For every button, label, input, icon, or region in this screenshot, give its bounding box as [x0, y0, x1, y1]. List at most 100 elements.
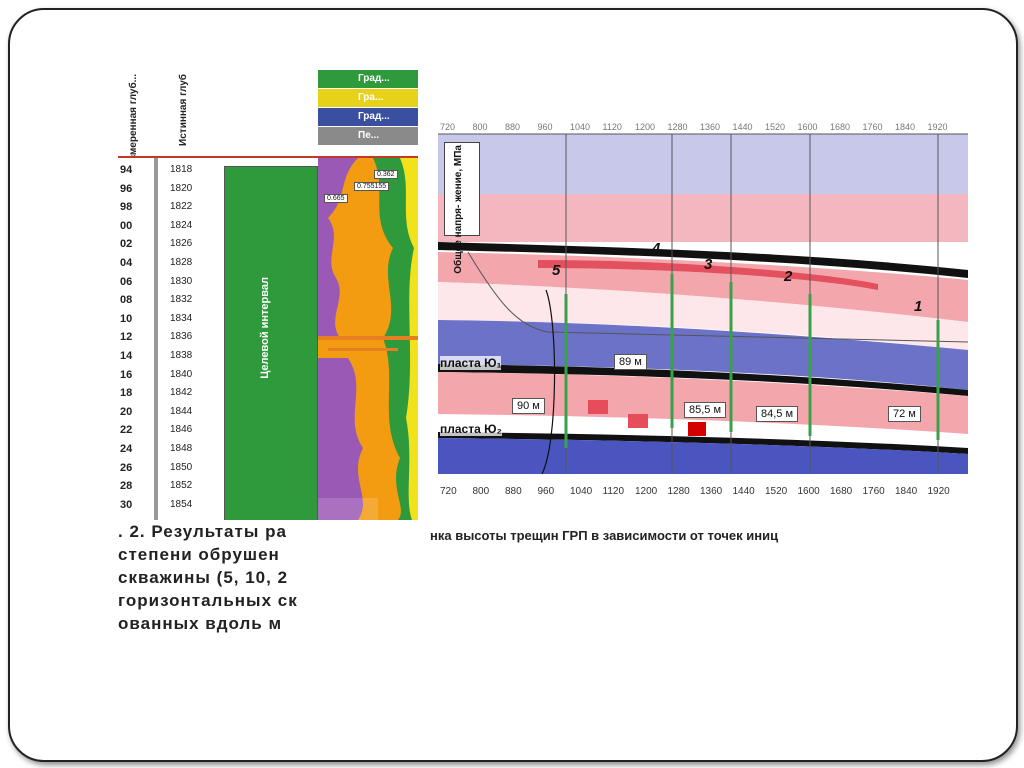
true-depth-tick: 1832	[170, 294, 193, 306]
slide-frame: ...измеренная глуб... Истинная глуб Град…	[8, 8, 1018, 762]
bottom-axis-tick: 800	[472, 486, 490, 497]
true-depth-tick: 1838	[170, 350, 193, 361]
top-axis-tick: 720	[440, 122, 456, 132]
true-depth-header-label: Истинная глуб	[178, 74, 189, 146]
top-axis-tick: 1120	[602, 122, 622, 132]
legend-bar-4: Пе...	[318, 127, 418, 145]
bottom-axis-tick: 1200	[635, 486, 658, 497]
legend-bar-3: Град...	[318, 108, 418, 126]
stress-section-graphic	[438, 133, 968, 510]
measured-depth-tick: 14	[120, 350, 133, 362]
top-axis-tick: 1520	[765, 122, 786, 132]
bottom-axis-tick: 720	[440, 486, 457, 497]
measured-depth-tick: 26	[120, 461, 133, 474]
measured-depth-tick: 12	[120, 331, 133, 344]
bottom-axis-tick: 1680	[830, 486, 853, 497]
true-depth-tick: 1826	[170, 238, 193, 250]
true-depth-tick: 1846	[170, 424, 193, 436]
bottom-axis-tick: 1440	[732, 486, 755, 497]
top-axis-tick: 1280	[667, 122, 688, 132]
true-depth-tick: 1854	[170, 498, 193, 510]
true-depth-tick: 1830	[170, 275, 193, 287]
caption-right: нка высоты трещин ГРП в зависимости от т…	[430, 528, 779, 543]
measured-depth-tick: 04	[120, 257, 133, 269]
top-axis-tick: 1360	[700, 122, 721, 132]
bottom-axis-tick: 1920	[927, 486, 950, 497]
true-depth-tick: 1828	[170, 257, 193, 268]
top-axis-tick: 1680	[830, 122, 851, 132]
target-interval-label: Целевой интервал	[259, 277, 271, 379]
true-depth-tick: 1834	[170, 312, 193, 324]
caption-left-line: ованных вдоль м	[118, 614, 283, 633]
bottom-axis-tick: 1120	[602, 486, 625, 497]
measured-depth-tick: 18	[120, 387, 133, 400]
well-log-panel: ...измеренная глуб... Истинная глуб Град…	[118, 70, 418, 520]
measured-depth-tick: 28	[120, 480, 133, 493]
true-depth-tick: 1848	[170, 443, 193, 454]
top-axis-tick: 880	[505, 122, 521, 132]
top-axis-tick: 1600	[797, 122, 818, 132]
measured-depth-tick: 00	[120, 219, 133, 232]
measured-depth-tick: 24	[120, 443, 133, 455]
legend-bar-1: Град...	[318, 70, 418, 88]
true-depth-tick: 1840	[170, 368, 193, 380]
top-axis-tick: 960	[537, 122, 553, 132]
formation-label-yu1: пласта Ю₁	[440, 356, 502, 370]
measured-depth-tick: 94	[120, 164, 133, 176]
measured-depth-tick: 20	[120, 405, 133, 418]
true-depth-tick: 1822	[170, 201, 193, 213]
true-depth-tick: 1842	[170, 387, 193, 399]
caption-left-line: степени обрушен	[118, 545, 280, 564]
target-interval-bar: Целевой интервал	[224, 166, 318, 520]
height-label-3: 85,5 м	[684, 402, 727, 418]
measured-depth-tick: 22	[120, 424, 133, 437]
stress-legend-label: Общее напря- жение, МПа	[453, 145, 464, 274]
point-number-2: 2	[784, 268, 793, 285]
bottom-axis-tick: 880	[505, 486, 522, 497]
caption-left-line: . 2. Результаты ра	[118, 522, 287, 541]
measured-depth-tick: 98	[120, 201, 133, 214]
log-annotation-2: 0.755155	[354, 182, 390, 191]
header-divider	[118, 156, 418, 158]
caption-left-line: скважины (5, 10, 2	[118, 568, 289, 587]
formation-label-yu2: пласта Ю₂	[440, 422, 502, 436]
point-number-3: 3	[704, 256, 713, 273]
bottom-axis-tick: 1760	[862, 486, 885, 497]
measured-depth-tick: 08	[120, 294, 133, 307]
height-label-1: 72 м	[888, 406, 921, 422]
true-depth-tick: 1844	[170, 405, 193, 417]
caption-left-line: горизонтальных ск	[118, 591, 298, 610]
true-depth-tick: 1824	[170, 219, 193, 231]
true-depth-tick: 1820	[170, 182, 193, 194]
true-depth-tick: 1852	[170, 480, 193, 492]
legend-bar-2: Гра...	[318, 89, 418, 107]
stress-section-panel: 720 800 880 960 1040 1120 1200 1280 1360 1440 1520…	[438, 122, 968, 510]
top-axis-tick: 1760	[862, 122, 883, 132]
point-number-1: 1	[914, 298, 923, 315]
lithology-log-graphic	[318, 158, 418, 520]
measured-depth-tick: 06	[120, 275, 133, 288]
point-number-5: 5	[552, 262, 561, 279]
measured-depth-header: ...измеренная глуб...	[118, 70, 155, 174]
height-label-5: 90 м	[512, 398, 545, 414]
measured-depth-tick: 10	[120, 312, 133, 325]
height-label-2: 84,5 м	[756, 406, 799, 422]
true-depth-column: 1818 1820 1822 1824 1826 1828 1830 1832 1834 1836…	[154, 158, 222, 520]
true-depth-tick: 1836	[170, 331, 193, 343]
point-number-4: 4	[652, 240, 661, 257]
top-axis-tick: 1200	[635, 122, 656, 132]
top-axis-tick: 800	[472, 122, 488, 132]
lithology-log-track: 0.362 0.755155 0.665	[318, 158, 418, 520]
true-depth-tick: 1818	[170, 164, 193, 175]
bottom-axis-tick: 1600	[797, 486, 820, 497]
top-axis-tick: 1840	[895, 122, 916, 132]
measured-depth-tick: 02	[120, 238, 133, 251]
bottom-axis-tick: 1280	[667, 486, 690, 497]
interval-header	[222, 70, 318, 156]
bottom-axis-tick: 1040	[570, 486, 593, 497]
measured-depth-tick: 16	[120, 368, 133, 381]
measured-depth-tick: 30	[120, 498, 133, 511]
top-axis-tick: 1040	[570, 122, 591, 132]
bottom-axis-tick: 1520	[765, 486, 788, 497]
bottom-axis-tick: 1360	[700, 486, 723, 497]
